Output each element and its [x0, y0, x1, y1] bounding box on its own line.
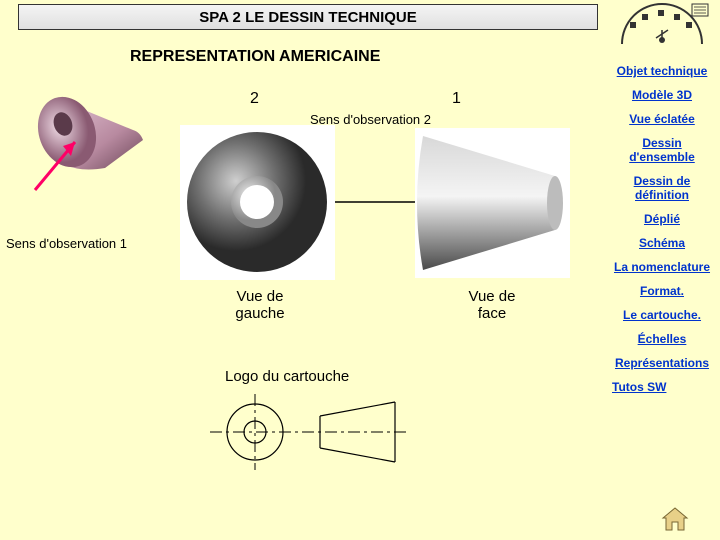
- sidebar-link-vue-eclatee[interactable]: Vue éclatée: [604, 108, 720, 132]
- header-title: SPA 2 LE DESSIN TECHNIQUE: [199, 9, 417, 26]
- projection-symbol: [210, 392, 410, 472]
- vue-de-face-label: Vue de face: [432, 288, 552, 322]
- cone-3d-figure: [15, 80, 155, 200]
- view-number-2: 2: [250, 90, 259, 108]
- sidebar-link-format[interactable]: Format.: [604, 280, 720, 304]
- sidebar-link-objet-technique[interactable]: Objet technique: [604, 60, 720, 84]
- view-number-1: 1: [452, 90, 461, 108]
- logo-cartouche-title: Logo du cartouche: [225, 368, 349, 385]
- sidebar-nav: Objet technique Modèle 3D Vue éclatée De…: [604, 60, 720, 400]
- sidebar-link-dessin-definition[interactable]: Dessin de définition: [604, 170, 720, 208]
- sens-observation-1-label: Sens d'observation 1: [6, 236, 127, 251]
- vue-de-gauche-label: Vue de gauche: [200, 288, 320, 322]
- sidebar-link-representations[interactable]: Représentations: [604, 352, 720, 376]
- sidebar-link-echelles[interactable]: Échelles: [604, 328, 720, 352]
- sidebar-link-nomenclature[interactable]: La nomenclature: [604, 256, 720, 280]
- sidebar-link-tutos-sw[interactable]: Tutos SW: [604, 376, 720, 400]
- home-icon[interactable]: [660, 506, 690, 532]
- connector-line: [335, 200, 420, 204]
- corner-logo: [612, 0, 712, 46]
- header-bar: SPA 2 LE DESSIN TECHNIQUE: [18, 4, 598, 30]
- vue-de-face-figure: [415, 128, 570, 278]
- sidebar-link-cartouche[interactable]: Le cartouche.: [604, 304, 720, 328]
- sidebar-link-schema[interactable]: Schéma: [604, 232, 720, 256]
- sidebar-link-deplie[interactable]: Déplié: [604, 208, 720, 232]
- sidebar-link-modele-3d[interactable]: Modèle 3D: [604, 84, 720, 108]
- vue-de-gauche-figure: [180, 125, 335, 280]
- page-subtitle: REPRESENTATION AMERICAINE: [130, 48, 380, 66]
- sidebar-link-dessin-ensemble[interactable]: Dessin d'ensemble: [604, 132, 720, 170]
